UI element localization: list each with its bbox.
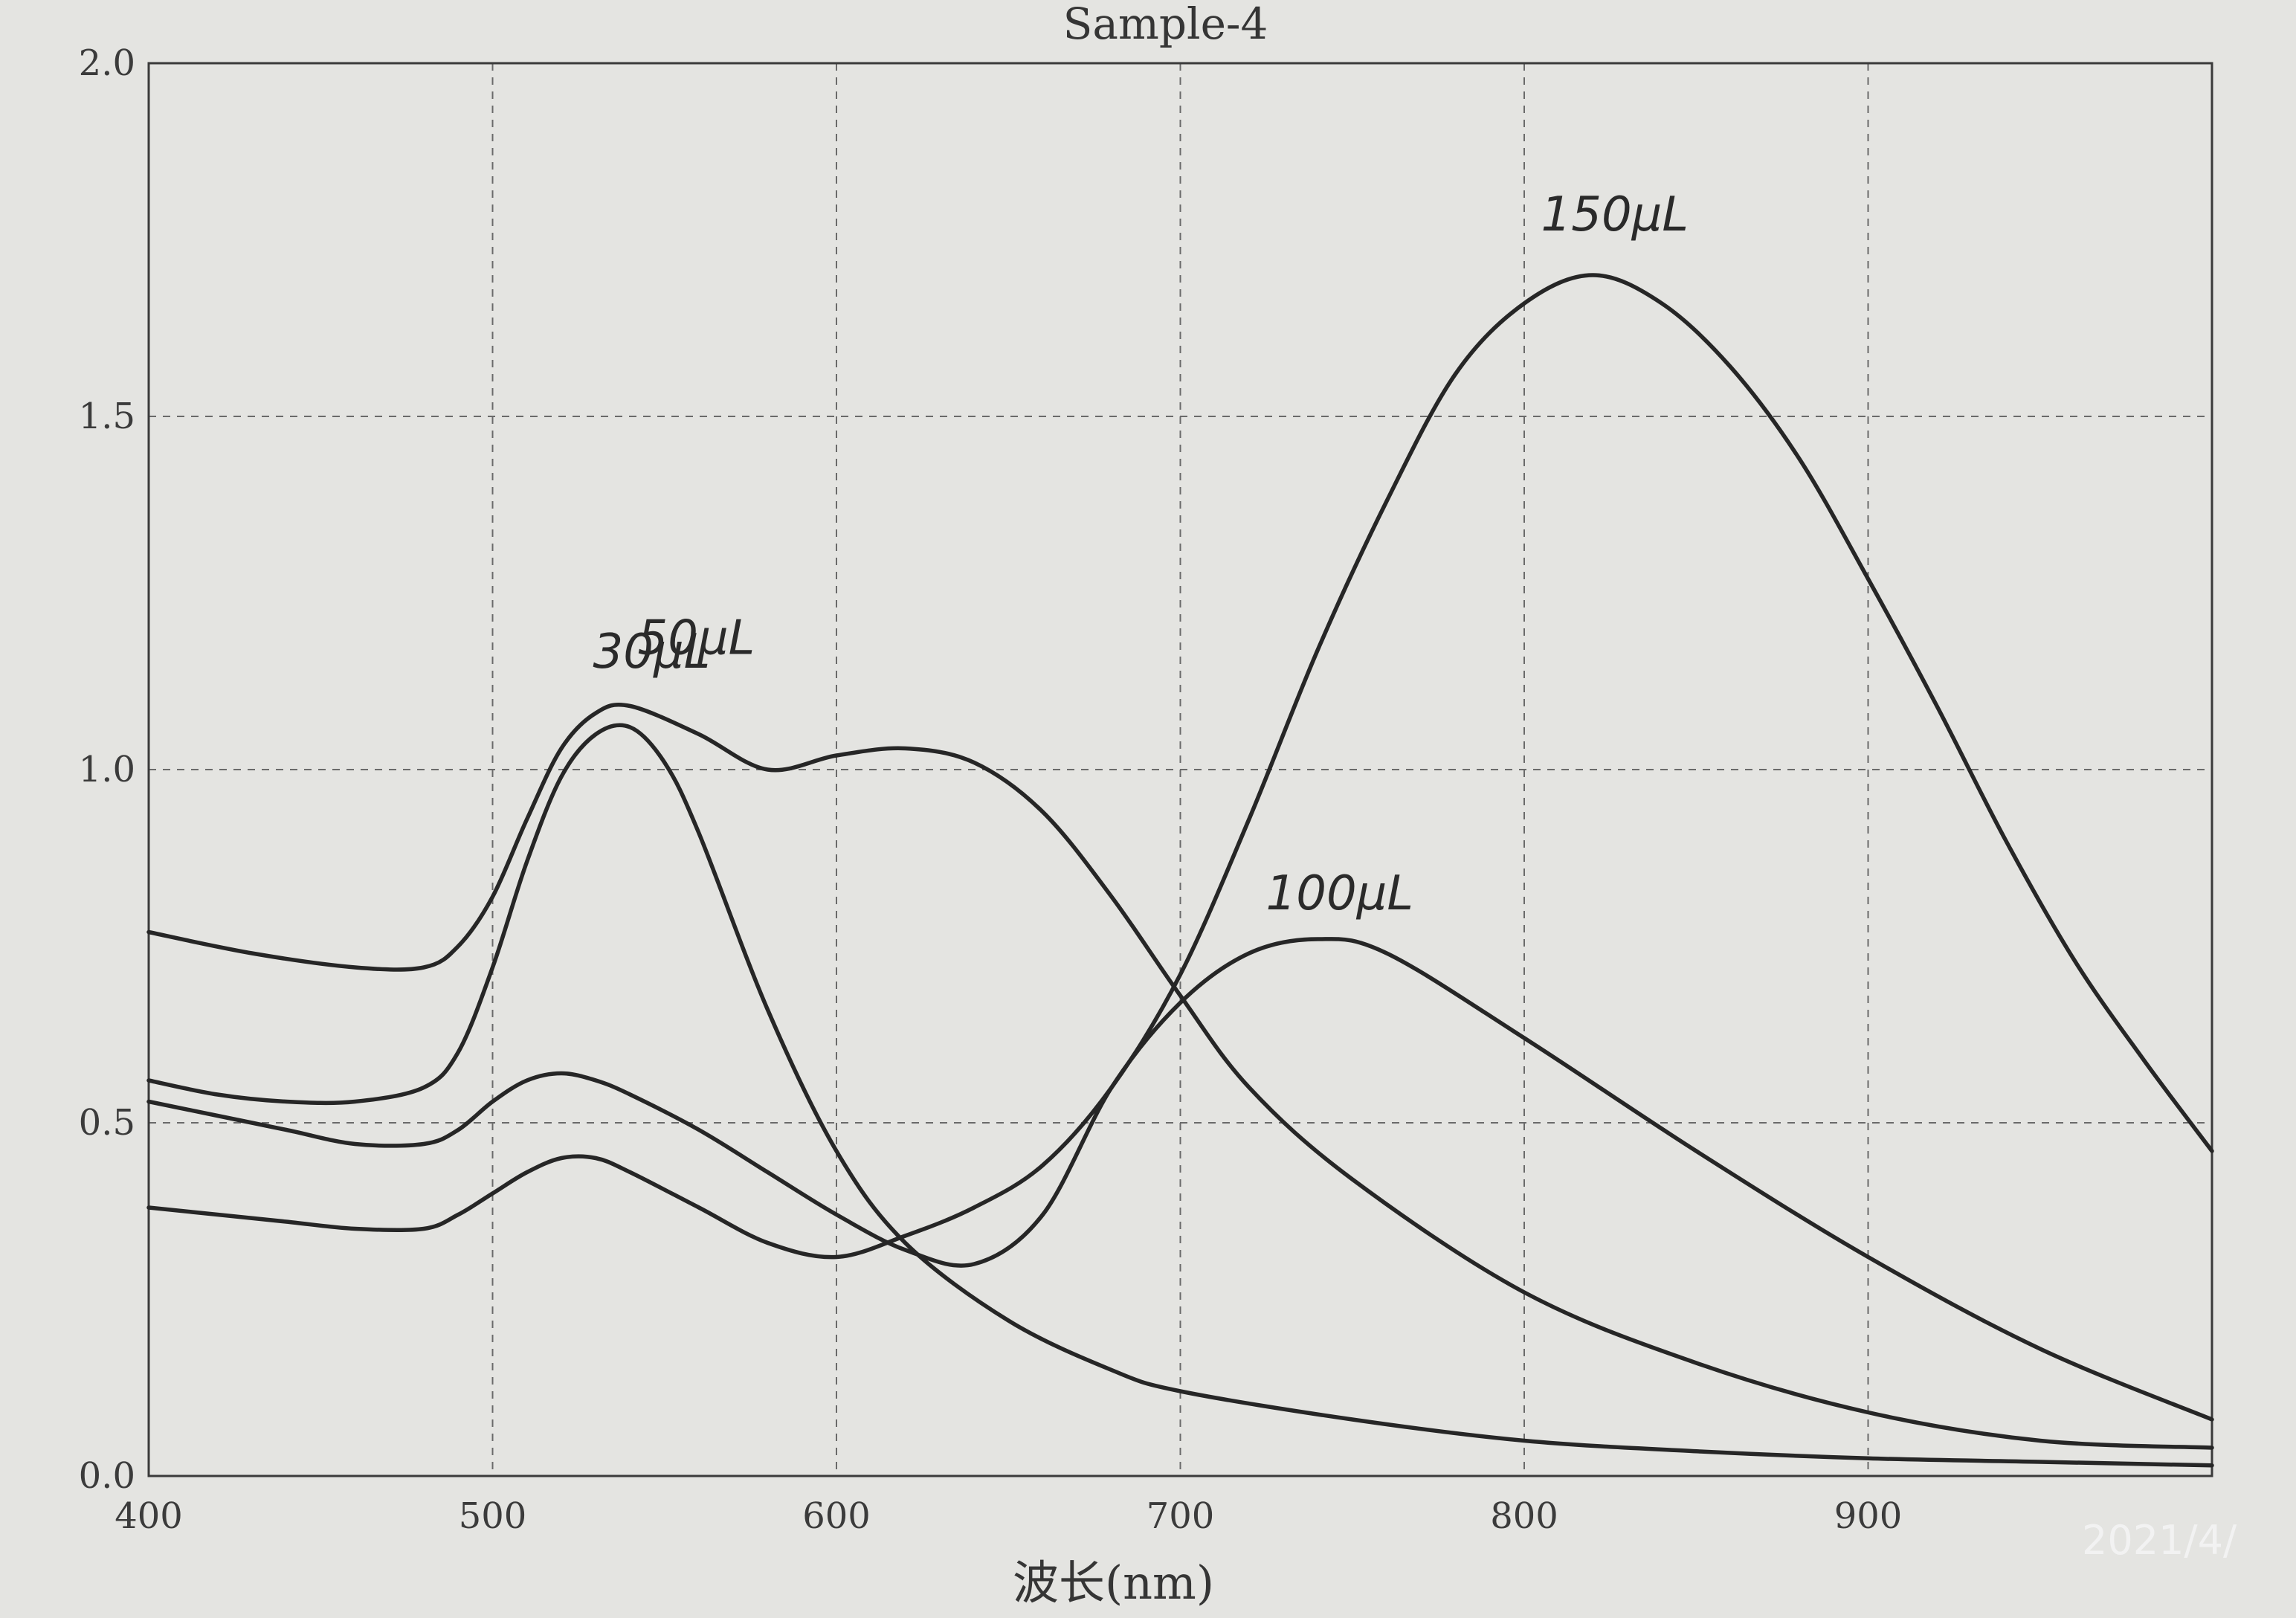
series-line-3 <box>146 937 2214 1422</box>
series-annotation: 50μL <box>638 611 755 666</box>
x-tick-label: 800 <box>1490 1495 1558 1537</box>
grid-lines <box>149 63 2212 1476</box>
x-tick-label: 400 <box>115 1495 183 1537</box>
y-tick-label: 1.0 <box>79 749 135 790</box>
series-line-1 <box>146 723 2214 1468</box>
chart-title: Sample-4 <box>1063 0 1268 49</box>
series-annotation: 150μL <box>1541 187 1689 242</box>
spectra-curves <box>146 273 2214 1468</box>
y-axis-ticks: 0.0 0.5 1.0 1.5 2.0 <box>79 42 135 1497</box>
y-tick-label: 2.0 <box>79 42 135 84</box>
x-tick-label: 600 <box>802 1495 871 1537</box>
series-annotation: 30μL <box>593 625 711 680</box>
plot-frame <box>147 62 2213 1477</box>
y-tick-label: 1.5 <box>79 396 135 437</box>
x-tick-label: 500 <box>459 1495 527 1537</box>
x-axis-ticks: 400 500 600 700 800 900 <box>115 1495 1902 1537</box>
y-tick-label: 0.5 <box>79 1102 135 1144</box>
series-line-4 <box>146 273 2214 1260</box>
y-tick-label: 0.0 <box>79 1455 135 1497</box>
x-tick-label: 900 <box>1834 1495 1903 1537</box>
photo-timestamp: 2021/4/ <box>2082 1517 2237 1564</box>
series-annotation: 100μL <box>1266 866 1414 921</box>
x-tick-label: 700 <box>1147 1495 1215 1537</box>
x-axis-label: 波长(nm) <box>1013 1556 1214 1610</box>
series-line-2 <box>146 702 2214 1450</box>
